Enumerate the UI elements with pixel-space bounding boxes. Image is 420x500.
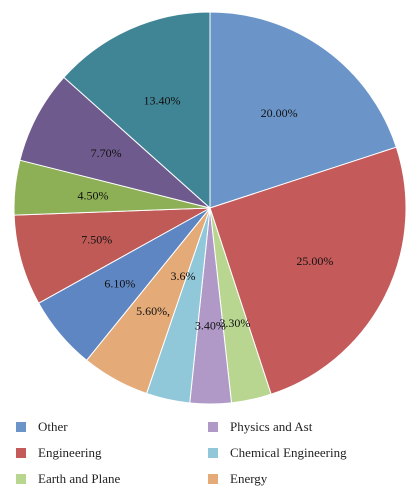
slice-label: 3.40%	[195, 319, 226, 333]
legend-label: Physics and Ast	[230, 419, 313, 434]
slice-label: 6.10%	[104, 277, 135, 291]
legend-swatch	[208, 448, 218, 458]
legend-swatch	[16, 422, 26, 432]
slice-label: 3.30%	[219, 316, 250, 330]
pie-slice	[63, 11, 211, 210]
legend-item-energy: Energy	[208, 469, 267, 489]
legend-label: Engineering	[38, 445, 102, 460]
legend-swatch	[16, 448, 26, 458]
legend-label: Earth and Plane	[38, 471, 121, 486]
pie-chart: 20.00% 25.00% 3.30%3.40% 5.60%,6.10% 7.50% 4.…	[13, 11, 407, 405]
slice-label: 4.50%	[78, 189, 109, 203]
legend-swatch	[16, 474, 26, 484]
pie-slice	[209, 11, 397, 209]
slice-label-extra: 3.6%	[171, 269, 196, 283]
legend-item-chemical-engineering: Chemical Engineering	[208, 443, 347, 463]
legend-item-earth-and-plane: Earth and Plane	[16, 469, 120, 489]
legend-label: Other	[38, 419, 68, 434]
slice-label: 5.60%,	[136, 304, 170, 318]
legend-item-engineering: Engineering	[16, 443, 102, 463]
legend-swatch	[208, 474, 218, 484]
pie-slices	[13, 11, 407, 405]
slice-label: 13.40%	[143, 94, 180, 108]
legend-item-physics-and-ast: Physics and Ast	[208, 417, 312, 437]
pie-slice	[19, 76, 211, 209]
slice-label: 20.00%	[261, 106, 298, 120]
slice-label: 7.50%	[81, 233, 112, 247]
slice-label: 25.00%	[296, 254, 333, 268]
legend-label: Chemical Engineering	[230, 445, 347, 460]
slice-label: 7.70%	[91, 146, 122, 160]
legend-swatch	[208, 422, 218, 432]
legend-label: Energy	[230, 471, 268, 486]
legend-item-other: Other	[16, 417, 68, 437]
pie-slice	[209, 146, 407, 395]
legend: Other Physics and Ast Engineering Chemic…	[0, 412, 420, 500]
pie-labels: 20.00% 25.00% 3.30%3.40% 5.60%,6.10% 7.50% 4.…	[78, 94, 334, 333]
